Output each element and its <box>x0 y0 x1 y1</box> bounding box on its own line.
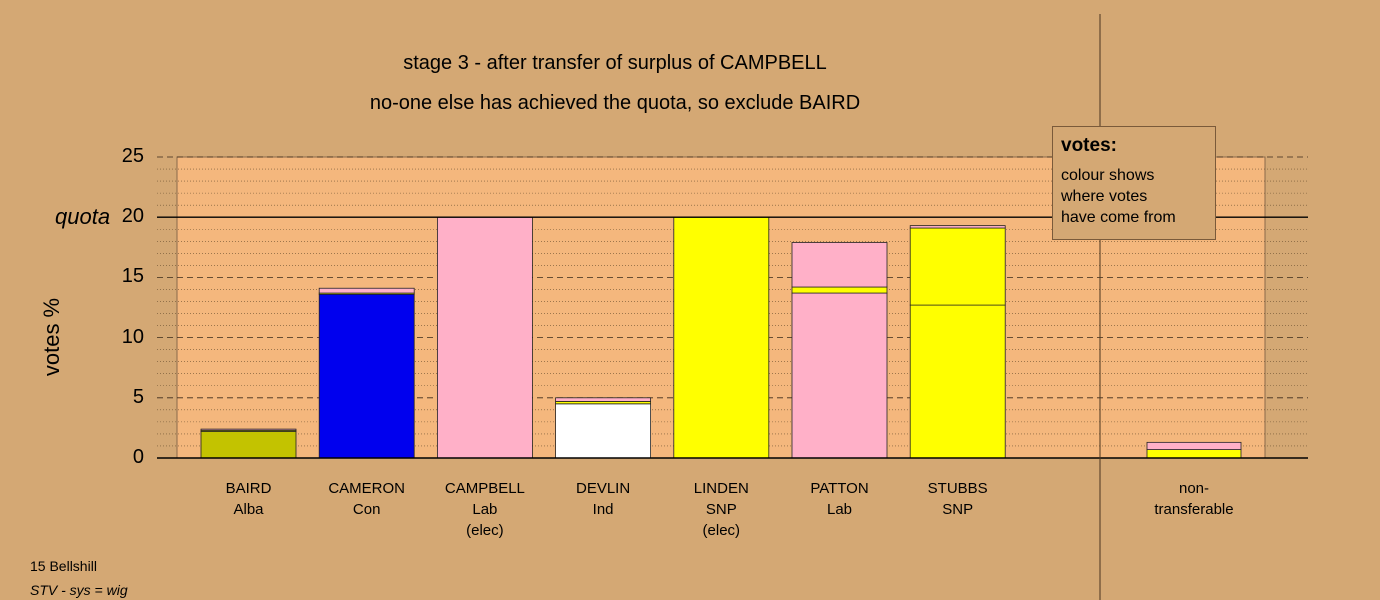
x-label-party: Lab <box>826 501 853 518</box>
bar-segment-cameron <box>318 293 415 459</box>
y-tick-label: 10 <box>121 325 144 348</box>
x-label-cameron: CAMERON Con <box>307 478 427 520</box>
bar-segment-baird <box>200 431 297 459</box>
y-tick-label: 15 <box>121 265 144 288</box>
legend-line: have come from <box>1061 209 1176 226</box>
bar-segment-stubbs <box>909 225 1006 229</box>
bar-segment-patton <box>791 286 888 294</box>
legend-box: votes: colour shows where votes have com… <box>1052 126 1216 240</box>
bar-segment-devlin <box>555 403 651 459</box>
x-label-name: LINDEN <box>693 480 749 497</box>
y-tick-label: 20 <box>121 205 144 228</box>
legend-line: where votes <box>1061 188 1148 205</box>
bar-segment-nontransferable <box>1146 441 1242 450</box>
bar-segment-cameron <box>318 287 415 294</box>
chart-title: stage 3 - after transfer of surplus of C… <box>403 52 827 74</box>
x-label-patton: PATTON Lab <box>780 478 900 520</box>
x-label-nontransferable: non-transferable <box>1134 478 1254 520</box>
x-label-name: DEVLIN <box>576 480 631 497</box>
bar-segment-stubbs <box>909 304 1006 459</box>
voting-system: STV - sys = wig <box>30 582 128 598</box>
x-label-name: STUBBS <box>927 480 988 497</box>
ward-name: 15 Bellshill <box>30 558 97 574</box>
legend-line: colour shows <box>1061 167 1155 184</box>
legend-heading: votes: <box>1061 135 1117 156</box>
x-label-line: non- <box>1178 480 1210 497</box>
y-axis-label: votes % <box>39 297 64 377</box>
x-label-line: transferable <box>1154 501 1234 518</box>
x-label-party: SNP <box>942 501 974 518</box>
x-label-name: CAMERON <box>328 480 406 497</box>
y-tick-label: 25 <box>121 145 144 167</box>
x-label-devlin: DEVLIN Ind <box>543 478 663 520</box>
bar-segment-stubbs <box>909 227 1006 306</box>
x-label-note: (elec) <box>702 522 741 539</box>
x-label-baird: BAIRD Alba <box>189 478 309 520</box>
chart-subtitle: no-one else has achieved the quota, so e… <box>369 92 861 114</box>
bar-segment-patton <box>791 292 888 459</box>
x-label-name: CAMPBELL <box>444 480 525 497</box>
x-label-party: Con <box>352 501 381 518</box>
x-label-note: (elec) <box>466 522 504 539</box>
quota-label: quota <box>55 204 111 229</box>
x-label-stubbs: STUBBS SNP <box>898 478 1018 520</box>
bar-segment-baird <box>200 428 297 431</box>
x-label-name: PATTON <box>810 480 869 497</box>
bar-segment-linden <box>673 216 770 459</box>
y-tick-label: 5 <box>132 385 144 408</box>
x-label-campbell: CAMPBELL Lab (elec) <box>425 478 545 541</box>
x-label-linden: LINDEN SNP (elec) <box>661 478 781 541</box>
bar-segment-nontransferable <box>1146 449 1242 459</box>
bar-segment-campbell <box>436 216 533 459</box>
x-label-name: BAIRD <box>225 480 272 497</box>
x-label-party: Alba <box>233 501 264 518</box>
x-label-party: Lab <box>472 501 498 518</box>
x-label-party: Ind <box>592 501 614 518</box>
bar-segment-patton <box>791 242 888 288</box>
x-label-party: SNP <box>705 501 737 518</box>
bar-segment-devlin <box>555 397 651 402</box>
y-tick-label: 0 <box>132 446 144 468</box>
